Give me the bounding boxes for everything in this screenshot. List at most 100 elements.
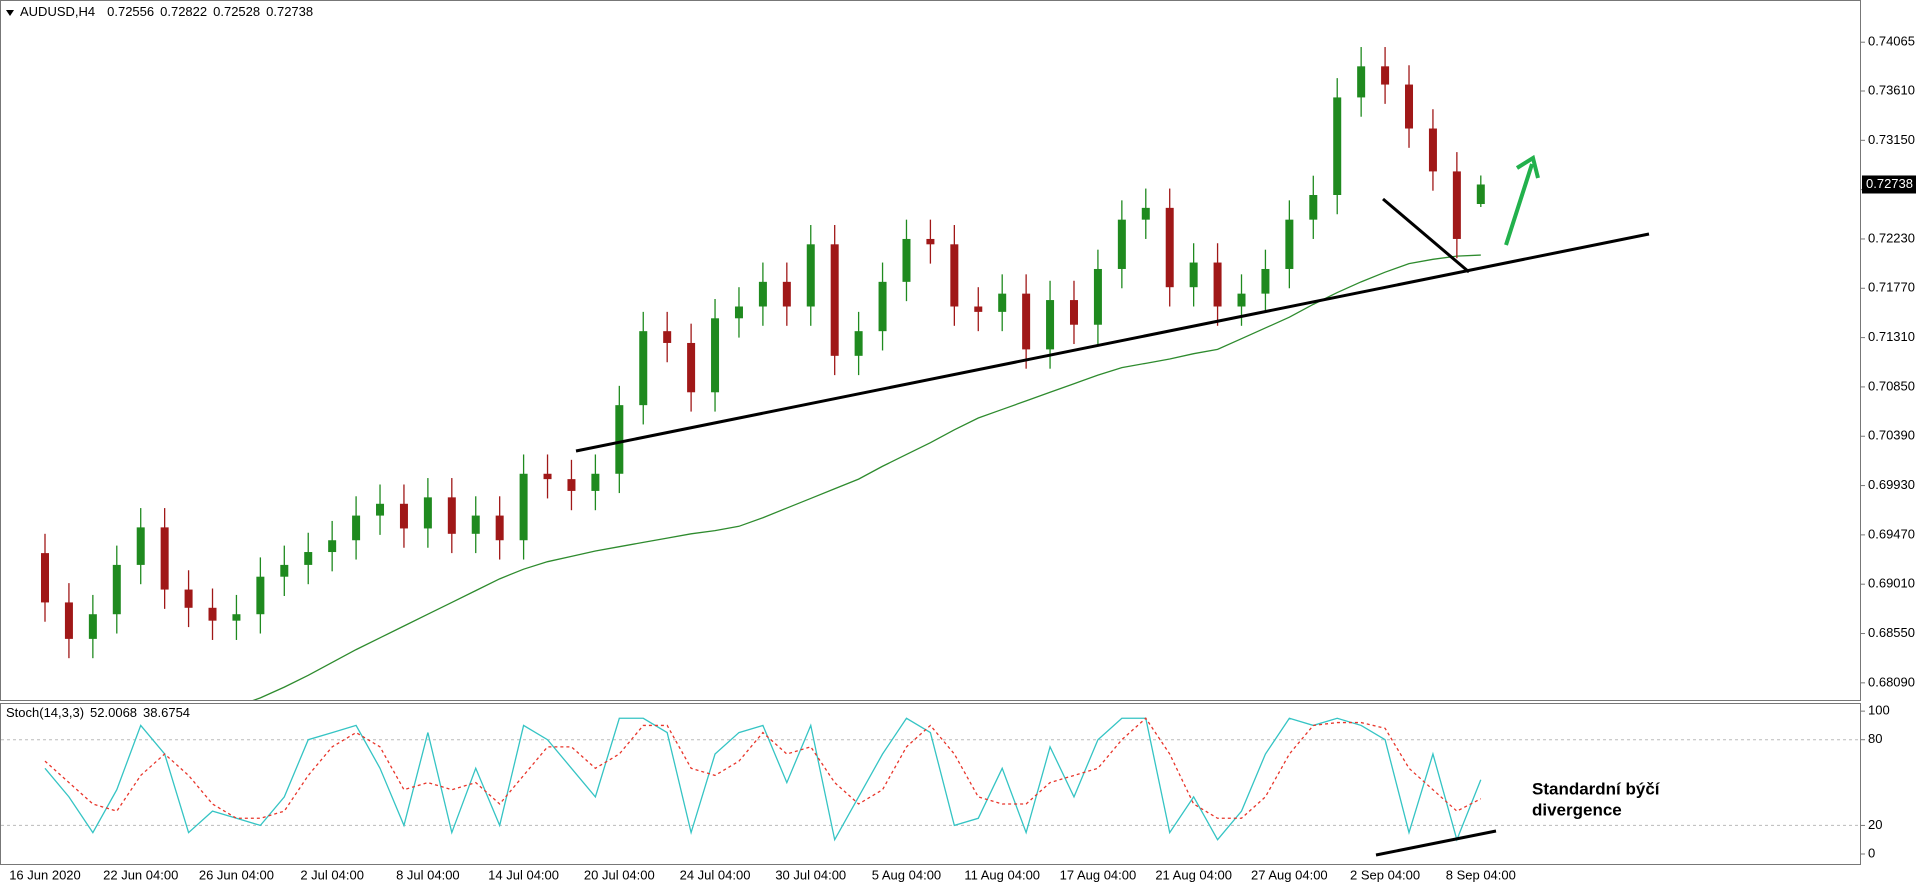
candle-body <box>1476 184 1485 205</box>
x-tick-label: 8 Jul 04:00 <box>396 867 460 882</box>
y-tick-label: 0.73150 <box>1868 132 1915 147</box>
bar-close: 0.72738 <box>266 4 313 19</box>
candle-body <box>471 515 480 534</box>
candle-body <box>519 473 528 541</box>
y-tick-label: 0.70850 <box>1868 378 1915 393</box>
up-arrow <box>1504 154 1540 246</box>
candle-body <box>328 540 337 553</box>
candle-body <box>1189 262 1198 288</box>
menu-icon[interactable] <box>6 10 14 16</box>
x-tick-label: 2 Jul 04:00 <box>300 867 364 882</box>
current-price-box <box>1862 175 1916 194</box>
candle-body <box>1117 219 1126 269</box>
x-tick-label: 17 Aug 04:00 <box>1060 867 1137 882</box>
candle-body <box>663 331 672 343</box>
x-tick-label: 20 Jul 04:00 <box>584 867 655 882</box>
candle-body <box>687 342 696 393</box>
y-tick-label: 0 <box>1868 845 1875 860</box>
stoch-header: Stoch(14,3,3) 52.0068 38.6754 <box>6 705 190 720</box>
y-tick-label: 0.69930 <box>1868 477 1915 492</box>
candle-body <box>711 318 720 393</box>
candle-body <box>615 405 624 474</box>
y-tick-label: 0.72230 <box>1868 230 1915 245</box>
candle-body <box>854 331 863 356</box>
x-tick-label: 24 Jul 04:00 <box>680 867 751 882</box>
stoch-line <box>44 717 1482 842</box>
candle-body <box>878 281 887 332</box>
trend-line <box>1382 197 1470 274</box>
candle-body <box>232 614 241 621</box>
y-tick-label: 80 <box>1868 731 1882 746</box>
candle-body <box>734 306 743 319</box>
candle-body <box>998 293 1007 312</box>
divergence-line <box>1375 829 1497 857</box>
x-tick-label: 21 Aug 04:00 <box>1155 867 1232 882</box>
x-tick-label: 22 Jun 04:00 <box>103 867 178 882</box>
candle-body <box>1261 268 1270 294</box>
candle-body <box>806 244 815 307</box>
candle-body <box>495 515 504 541</box>
candle-body <box>184 589 193 608</box>
candle-body <box>112 564 121 615</box>
candle-body <box>1452 171 1461 239</box>
trend-line <box>575 232 1650 453</box>
candle-body <box>591 473 600 491</box>
candle-body <box>1213 262 1222 307</box>
candle-body <box>1141 207 1150 220</box>
x-tick-label: 30 Jul 04:00 <box>775 867 846 882</box>
y-tick-label: 0.70390 <box>1868 428 1915 443</box>
candle-body <box>1093 268 1102 325</box>
y-tick-label: 0.68090 <box>1868 674 1915 689</box>
candle-body <box>1046 300 1055 350</box>
x-tick-label: 8 Sep 04:00 <box>1446 867 1516 882</box>
symbol: AUDUSD,H4 <box>20 4 95 19</box>
candle-body <box>304 552 313 565</box>
candle-body <box>1165 207 1174 288</box>
candle-body <box>41 553 49 603</box>
candle-body <box>64 602 73 639</box>
candle-body <box>352 515 361 541</box>
candle-body <box>447 497 456 534</box>
candle-body <box>1022 293 1031 350</box>
y-tick-label: 0.74065 <box>1868 34 1915 49</box>
y-tick-label: 0.68550 <box>1868 625 1915 640</box>
stoch-panel-frame <box>0 703 1861 865</box>
x-tick-label: 5 Aug 04:00 <box>872 867 941 882</box>
candle-body <box>974 306 983 312</box>
candle-body <box>1381 66 1390 85</box>
annotation: Standardní býčí <box>1532 779 1661 798</box>
stoch-signal-value: 38.6754 <box>143 705 190 720</box>
candle-body <box>782 281 791 307</box>
bar-high: 0.72822 <box>160 4 207 19</box>
candle-body <box>830 244 839 356</box>
candle-body <box>136 527 145 565</box>
candle-body <box>1333 97 1342 195</box>
bar-open: 0.72556 <box>107 4 154 19</box>
stoch-main-value: 52.0068 <box>90 705 137 720</box>
candle-body <box>423 497 432 529</box>
candle-body <box>1357 66 1366 98</box>
stoch-title: Stoch(14,3,3) <box>6 705 84 720</box>
annotation: divergence <box>1532 800 1622 819</box>
y-tick-label: 0.71310 <box>1868 329 1915 344</box>
y-tick-label: 0.69470 <box>1868 526 1915 541</box>
y-tick-label: 100 <box>1868 703 1890 718</box>
moving-average <box>252 254 1481 700</box>
candle-body <box>256 576 265 615</box>
candle-body <box>399 503 408 529</box>
candle-body <box>639 331 648 406</box>
candle-body <box>758 281 767 307</box>
candle-body <box>543 473 552 480</box>
x-tick-label: 26 Jun 04:00 <box>199 867 274 882</box>
candle-body <box>1237 293 1246 307</box>
stoch-line <box>44 717 1482 819</box>
y-tick-label: 20 <box>1868 817 1882 832</box>
x-tick-label: 16 Jun 2020 <box>9 867 81 882</box>
plot-area <box>1 717 1860 842</box>
price-panel-frame <box>0 0 1861 701</box>
x-tick-label: 2 Sep 04:00 <box>1350 867 1420 882</box>
candle-body <box>1069 300 1078 325</box>
current-price-label: 0.72738 <box>1866 176 1913 191</box>
candle-body <box>160 527 169 590</box>
